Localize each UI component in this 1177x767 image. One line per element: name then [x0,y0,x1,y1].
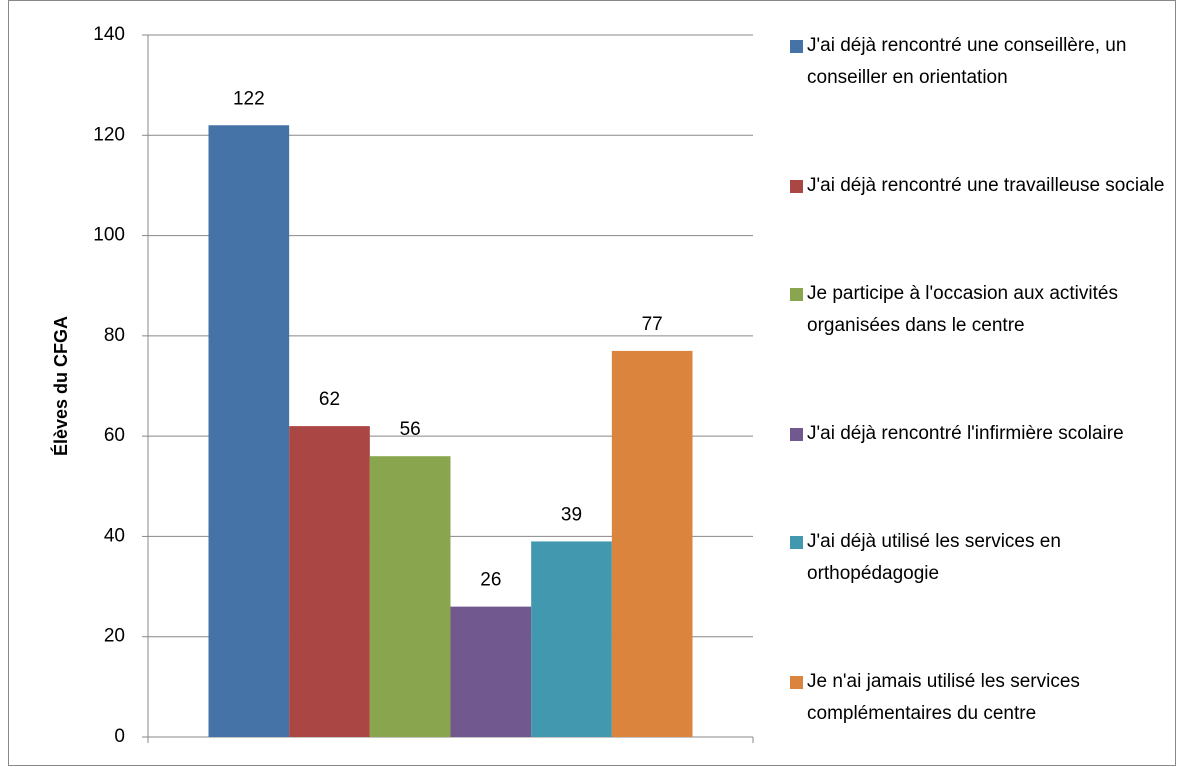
legend-item: J'ai déjà rencontré une conseillère, un … [790,30,1170,94]
legend-item: J'ai déjà rencontré l'infirmière scolair… [790,418,1170,450]
legend-item: Je n'ai jamais utilisé les services comp… [790,666,1170,730]
legend-swatch [790,180,803,193]
frame [8,0,1176,766]
y-tick-label: 20 [104,626,125,647]
legend-swatch [790,428,803,441]
legend-label: J'ai déjà rencontré une conseillère, un … [807,35,1127,88]
data-label: 62 [319,389,340,410]
y-tick-label: 100 [93,225,125,246]
y-tick-label: 40 [104,525,125,546]
legend-item: Je participe à l'occasion aux activités … [790,278,1170,342]
legend: J'ai déjà rencontré une conseillère, un … [790,30,1170,730]
legend-swatch [790,676,803,689]
legend-label: Je participe à l'occasion aux activités … [807,283,1118,336]
bar [369,456,451,737]
y-tick-label: 0 [114,726,125,747]
data-label: 39 [561,504,582,525]
y-tick-label: 60 [104,425,125,446]
legend-label: Je n'ai jamais utilisé les services comp… [807,671,1080,724]
y-tick-label: 140 [93,24,125,45]
legend-label: J'ai déjà rencontré une travailleuse soc… [807,175,1165,196]
bar [531,541,612,737]
legend-label: J'ai déjà utilisé les services en orthop… [807,531,1061,584]
y-tick-label: 120 [93,124,125,145]
bar [289,426,370,737]
bar [611,350,693,737]
legend-swatch [790,288,803,301]
bar [208,125,290,737]
data-label: 56 [400,419,421,440]
data-label: 26 [480,570,501,591]
legend-item: J'ai déjà utilisé les services en orthop… [790,526,1170,590]
legend-swatch [790,536,803,549]
legend-label: J'ai déjà rencontré l'infirmière scolair… [807,423,1124,444]
y-tick-label: 80 [104,325,125,346]
data-label: 77 [642,314,663,335]
data-label: 122 [233,88,265,109]
legend-item: J'ai déjà rencontré une travailleuse soc… [790,170,1170,202]
y-axis-label: Élèves du CFGA [50,316,71,456]
bar [450,606,532,737]
legend-swatch [790,40,803,53]
